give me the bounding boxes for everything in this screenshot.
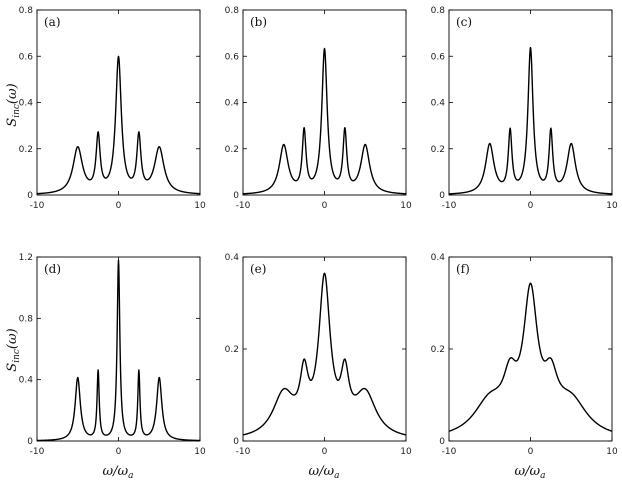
y-tick-label: 0.2	[19, 145, 33, 155]
panel-label: (b)	[250, 15, 267, 29]
y-tick-label: 0.6	[225, 52, 240, 62]
y-tick-label: 0.4	[19, 376, 34, 386]
y-tick-label: 0.8	[19, 6, 34, 16]
y-tick-label: 0.4	[431, 253, 446, 263]
y-tick-label: 0.4	[19, 99, 34, 109]
x-tick-label: 0	[528, 201, 534, 211]
xlabel-left-main: ω/ω	[103, 464, 129, 479]
y-tick-label: 0.8	[225, 6, 240, 16]
panel-label: (d)	[44, 262, 61, 276]
ylabel-top: Sinc(ω)	[5, 83, 22, 126]
spectrum-curve	[448, 46, 613, 195]
y-tick-label: 0.2	[431, 345, 445, 355]
x-tick-label: -10	[30, 447, 45, 457]
ylabel-bottom-sub: inc	[12, 349, 22, 363]
xlabel-left: ω/ωa	[103, 464, 134, 481]
x-tick-label: 10	[400, 201, 412, 211]
x-tick-label: 10	[606, 201, 618, 211]
x-tick-label: 0	[322, 447, 328, 457]
y-tick-label: 0	[439, 437, 445, 447]
xlabel-right-sub: a	[540, 471, 545, 481]
x-tick-label: 10	[194, 201, 206, 211]
xlabel-middle: ω/ωa	[309, 464, 340, 481]
ylabel-bottom: Sinc(ω)	[5, 328, 22, 371]
plot-frame	[242, 9, 407, 196]
xlabel-middle-main: ω/ω	[309, 464, 335, 479]
x-tick-label: -10	[236, 447, 251, 457]
y-tick-label: 0.8	[431, 6, 446, 16]
panel-label: (f)	[456, 262, 470, 276]
y-tick-label: 0	[27, 191, 33, 201]
plot-frame	[36, 9, 201, 196]
y-tick-label: 0.2	[431, 145, 445, 155]
spectrum-curve	[448, 282, 613, 432]
xlabel-right: ω/ωa	[515, 464, 546, 481]
panel-label: (c)	[456, 15, 472, 29]
spectrum-curve	[36, 259, 201, 442]
y-tick-label: 0.4	[431, 99, 446, 109]
y-tick-label: 0	[233, 191, 239, 201]
x-tick-label: 0	[322, 201, 328, 211]
y-tick-label: 0	[233, 437, 239, 447]
y-tick-label: 0	[439, 191, 445, 201]
ylabel-top-main: S	[5, 118, 20, 127]
xlabel-left-sub: a	[128, 471, 133, 481]
y-tick-label: 0.8	[19, 314, 34, 324]
spectrum-curve	[242, 47, 407, 195]
x-tick-label: 0	[116, 201, 122, 211]
y-tick-label: 0.6	[19, 52, 34, 62]
y-tick-label: 0.6	[431, 52, 446, 62]
x-tick-label: -10	[442, 201, 457, 211]
ylabel-bottom-arg: (ω)	[5, 328, 20, 349]
panel-label: (e)	[250, 262, 266, 276]
xlabel-middle-sub: a	[334, 471, 339, 481]
y-tick-label: 0.2	[225, 145, 239, 155]
x-tick-label: 10	[194, 447, 206, 457]
x-tick-label: 10	[606, 447, 618, 457]
y-tick-label: 0.4	[225, 253, 240, 263]
ylabel-top-arg: (ω)	[5, 83, 20, 104]
y-tick-label: 0.2	[225, 345, 239, 355]
x-tick-label: 0	[528, 447, 534, 457]
panel-label: (a)	[44, 15, 61, 29]
ylabel-bottom-main: S	[5, 363, 20, 372]
x-tick-label: -10	[30, 201, 45, 211]
x-tick-label: -10	[442, 447, 457, 457]
x-tick-label: -10	[236, 201, 251, 211]
y-tick-label: 0	[27, 437, 33, 447]
x-tick-label: 10	[400, 447, 412, 457]
x-tick-label: 0	[116, 447, 122, 457]
ylabel-top-sub: inc	[12, 104, 22, 118]
spectrum-curve	[242, 272, 407, 436]
y-tick-label: 1.2	[19, 253, 33, 263]
y-tick-label: 0.4	[225, 99, 240, 109]
spectrum-curve	[36, 55, 201, 195]
plot-frame	[448, 9, 613, 196]
plot-frame	[242, 256, 407, 442]
xlabel-right-main: ω/ω	[515, 464, 541, 479]
